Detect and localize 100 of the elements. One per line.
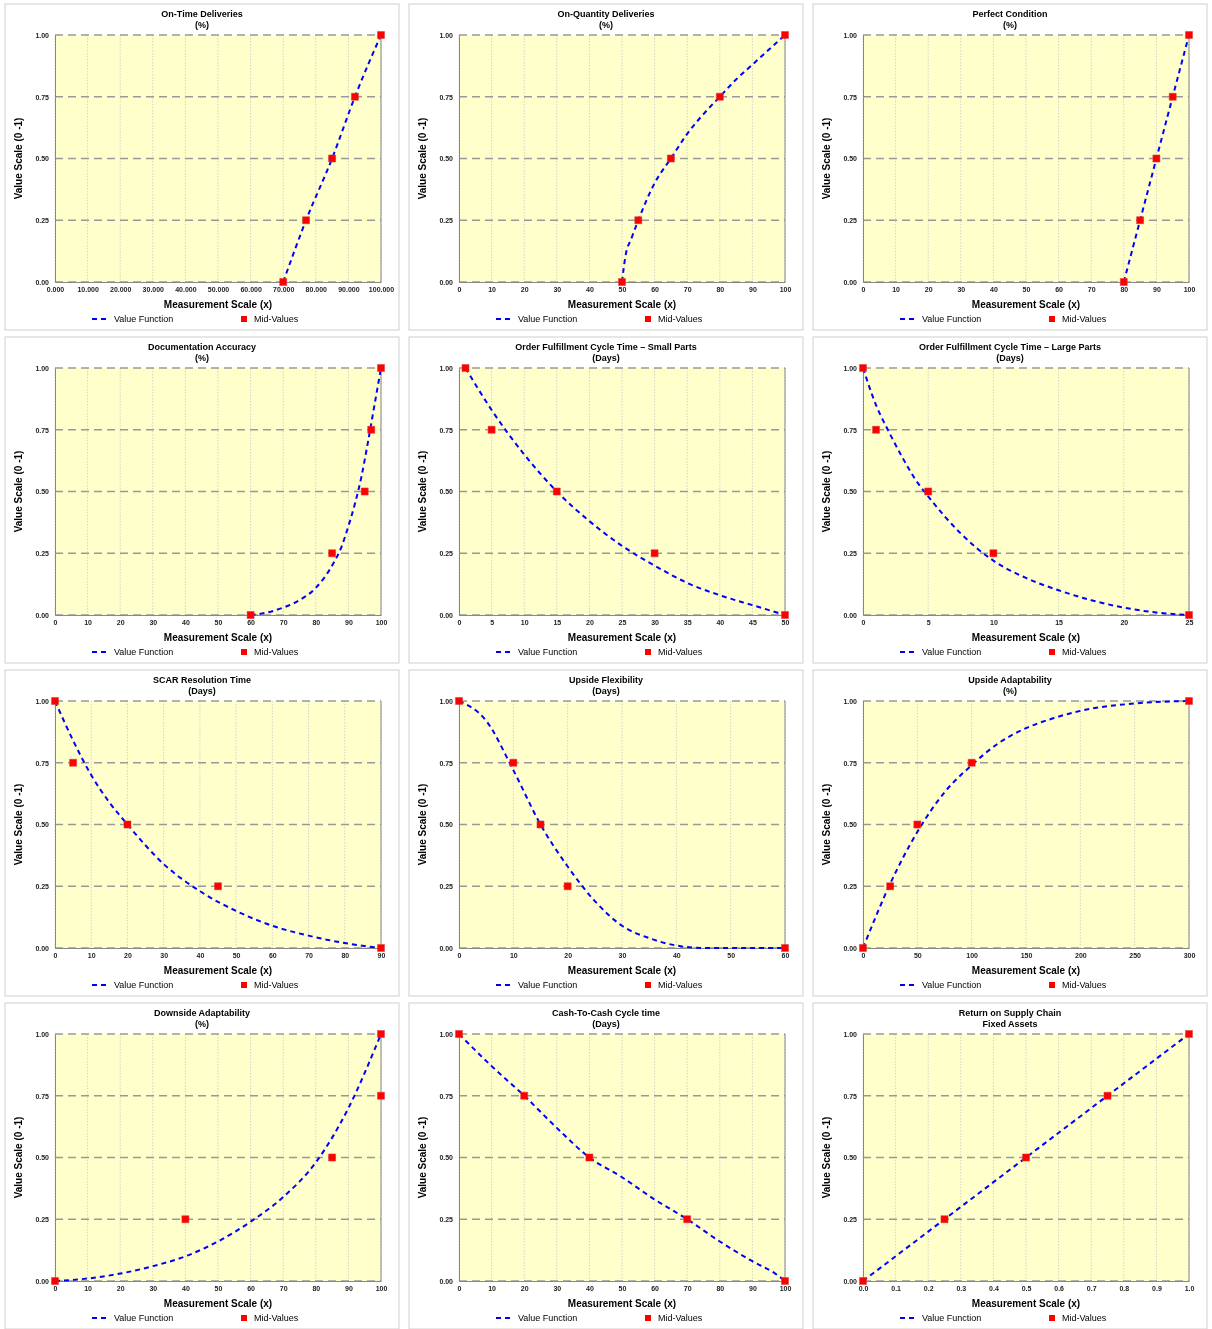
legend-label: Value Function	[114, 1313, 174, 1323]
point	[563, 882, 572, 891]
y-axis-title: Value Scale (0 -1)	[821, 117, 832, 200]
legend-label: Mid-Values	[1062, 1313, 1107, 1323]
chart-title: Upside Adaptability	[968, 675, 1052, 685]
point	[585, 1153, 594, 1162]
point	[279, 278, 287, 286]
legend-label: Mid-Values	[1062, 314, 1107, 324]
point	[716, 92, 724, 101]
x-axis-title: Measurement Scale (x)	[163, 632, 273, 643]
point	[328, 549, 336, 558]
point	[536, 820, 545, 829]
legend-label: Value Function	[922, 314, 982, 324]
chart-title: Downside Adaptability	[153, 1008, 251, 1018]
point	[1152, 154, 1161, 163]
legend-label: Value Function	[518, 647, 578, 657]
point	[886, 882, 894, 891]
legend-label: Mid-Values	[1062, 980, 1107, 990]
legend-label: Value Function	[518, 314, 578, 324]
point	[520, 1091, 528, 1100]
chart-title: Order Fulfillment Cycle Time – Large Parts	[919, 342, 1101, 352]
chart-subtitle: (Days)	[592, 1019, 620, 1029]
point	[650, 549, 659, 558]
point	[1022, 1153, 1030, 1162]
x-axis-title: Measurement Scale (x)	[971, 299, 1081, 310]
point	[634, 216, 643, 225]
point	[123, 820, 132, 829]
point	[1103, 1091, 1112, 1100]
point	[781, 944, 789, 952]
legend-label: Mid-Values	[254, 647, 299, 657]
point	[509, 758, 518, 767]
chart-subtitle: Fixed Assets	[982, 1019, 1038, 1029]
legend-label: Value Function	[518, 1313, 578, 1323]
x-axis-title: Measurement Scale (x)	[163, 1298, 273, 1309]
y-axis-title: Value Scale (0 -1)	[13, 783, 24, 866]
y-axis-title: Value Scale (0 -1)	[417, 783, 428, 866]
y-axis-title: Value Scale (0 -1)	[821, 1116, 832, 1199]
legend-label: Value Function	[114, 980, 174, 990]
point	[461, 364, 470, 372]
x-axis-title: Measurement Scale (x)	[567, 299, 677, 310]
point	[781, 611, 789, 619]
point	[455, 697, 463, 705]
chart-title: Upside Flexibility	[568, 675, 644, 685]
point	[455, 1030, 463, 1038]
legend-label: Value Function	[114, 647, 174, 657]
legend-label: Mid-Values	[254, 314, 299, 324]
point	[328, 1153, 336, 1162]
x-axis-title: Measurement Scale (x)	[163, 965, 273, 976]
point	[328, 154, 336, 163]
legend-label: Mid-Values	[254, 1313, 299, 1323]
point	[1185, 611, 1193, 619]
point	[618, 278, 626, 286]
chart-subtitle: (Days)	[592, 686, 620, 696]
point	[667, 154, 675, 163]
y-axis-title: Value Scale (0 -1)	[13, 117, 24, 200]
y-axis-title: Value Scale (0 -1)	[417, 450, 428, 533]
chart-subtitle: (%)	[1003, 20, 1017, 30]
point	[781, 1277, 789, 1285]
x-axis-title: Measurement Scale (x)	[567, 1298, 677, 1309]
point	[214, 882, 222, 891]
chart-subtitle: (%)	[599, 20, 613, 30]
point	[1136, 216, 1144, 225]
point	[781, 31, 789, 39]
legend-label: Mid-Values	[1062, 647, 1107, 657]
point	[51, 697, 59, 705]
point	[553, 487, 561, 496]
point	[377, 1091, 385, 1100]
point	[940, 1215, 949, 1224]
point	[351, 92, 359, 101]
legend-label: Value Function	[518, 980, 578, 990]
point	[367, 425, 376, 434]
chart-title: Perfect Condition	[972, 9, 1048, 19]
point	[377, 31, 385, 39]
legend-label: Value Function	[922, 980, 982, 990]
point	[360, 487, 369, 496]
point	[302, 216, 310, 225]
point	[181, 1215, 190, 1224]
point	[967, 758, 976, 767]
point	[859, 1277, 867, 1285]
chart-title: On-Time Deliveries	[161, 9, 243, 19]
point	[683, 1215, 691, 1224]
chart-title: Cash-To-Cash Cycle time	[552, 1008, 660, 1018]
chart-subtitle: (Days)	[996, 353, 1024, 363]
y-axis-title: Value Scale (0 -1)	[13, 450, 24, 533]
point	[1168, 92, 1177, 101]
x-axis-title: Measurement Scale (x)	[971, 1298, 1081, 1309]
x-axis-title: Measurement Scale (x)	[971, 632, 1081, 643]
legend-label: Value Function	[922, 647, 982, 657]
chart-subtitle: (Days)	[592, 353, 620, 363]
x-axis-title: Measurement Scale (x)	[163, 299, 273, 310]
point	[377, 364, 385, 372]
legend-label: Mid-Values	[658, 980, 703, 990]
legend-label: Mid-Values	[254, 980, 299, 990]
point	[51, 1277, 59, 1285]
point	[872, 425, 880, 434]
x-axis-title: Measurement Scale (x)	[567, 965, 677, 976]
chart-title: Return on Supply Chain	[958, 1008, 1062, 1018]
point	[924, 487, 932, 496]
point	[913, 820, 922, 829]
point	[1185, 31, 1193, 39]
